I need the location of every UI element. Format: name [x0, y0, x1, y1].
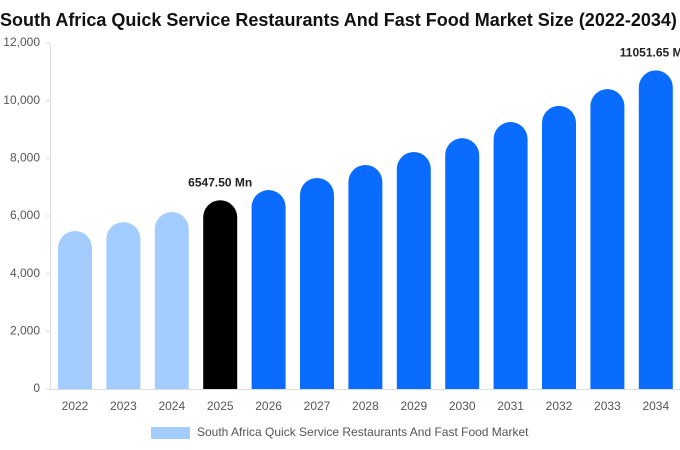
- x-tick-label: 2032: [546, 399, 573, 413]
- x-tick-label: 2030: [449, 399, 476, 413]
- legend-swatch: [151, 427, 190, 439]
- x-tick-label: 2028: [352, 399, 379, 413]
- x-tick-label: 2027: [304, 399, 331, 413]
- y-tick-label: 4,000: [10, 266, 40, 280]
- x-tick-label: 2025: [207, 399, 234, 413]
- value-label: 6547.50 Mn: [188, 175, 252, 189]
- y-tick-label: 8,000: [10, 151, 40, 165]
- x-tick-label: 2022: [62, 399, 89, 413]
- bar: [348, 164, 383, 389]
- x-tick-label: 2029: [400, 399, 427, 413]
- value-label: 11051.65 Mn: [620, 46, 680, 60]
- bar: [251, 190, 286, 389]
- y-tick-label: 0: [33, 381, 40, 395]
- bar: [396, 151, 431, 389]
- chart-title: South Africa Quick Service Restaurants A…: [0, 10, 677, 30]
- bar: [154, 211, 189, 389]
- bar: [106, 222, 141, 389]
- bar: [445, 138, 480, 389]
- bar: [638, 70, 673, 390]
- bar: [542, 105, 576, 390]
- x-tick-label: 2024: [158, 399, 185, 413]
- y-tick-label: 10,000: [3, 93, 40, 107]
- x-tick-label: 2031: [497, 399, 524, 413]
- bar: [203, 200, 238, 389]
- x-tick-label: 2023: [110, 399, 137, 413]
- y-tick-label: 2,000: [10, 324, 40, 338]
- bar: [300, 177, 334, 389]
- bar: [58, 230, 92, 389]
- x-tick-label: 2034: [642, 399, 669, 413]
- y-tick-label: 6,000: [10, 208, 40, 222]
- x-tick-label: 2033: [594, 399, 621, 413]
- x-tick-label: 2026: [255, 399, 282, 413]
- y-tick-label: 12,000: [3, 35, 40, 49]
- legend-label: South Africa Quick Service Restaurants A…: [197, 425, 529, 439]
- bar: [590, 89, 625, 389]
- bar: [493, 122, 528, 390]
